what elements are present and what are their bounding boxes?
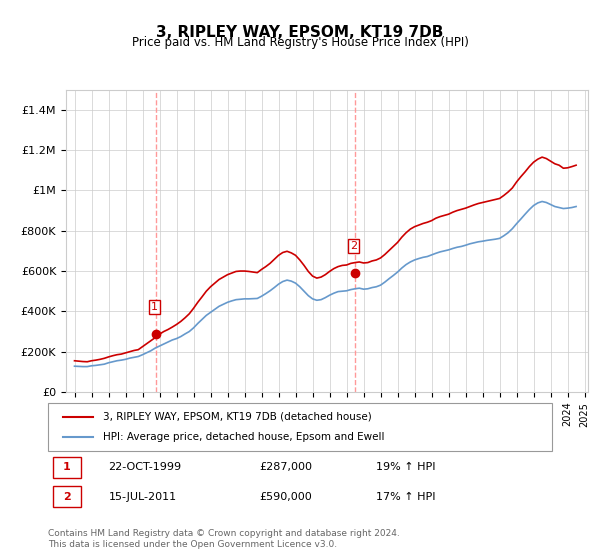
Text: HPI: Average price, detached house, Epsom and Ewell: HPI: Average price, detached house, Epso… [103, 432, 385, 442]
Text: 22-OCT-1999: 22-OCT-1999 [109, 462, 182, 472]
Text: Contains HM Land Registry data © Crown copyright and database right 2024.
This d: Contains HM Land Registry data © Crown c… [48, 529, 400, 549]
Text: 3, RIPLEY WAY, EPSOM, KT19 7DB (detached house): 3, RIPLEY WAY, EPSOM, KT19 7DB (detached… [103, 412, 372, 422]
FancyBboxPatch shape [53, 486, 81, 507]
Text: Price paid vs. HM Land Registry's House Price Index (HPI): Price paid vs. HM Land Registry's House … [131, 36, 469, 49]
Text: £590,000: £590,000 [260, 492, 313, 502]
Text: 2: 2 [63, 492, 71, 502]
FancyBboxPatch shape [48, 403, 552, 451]
FancyBboxPatch shape [53, 457, 81, 478]
Text: 2: 2 [350, 241, 357, 251]
Text: 19% ↑ HPI: 19% ↑ HPI [376, 462, 435, 472]
Text: 3, RIPLEY WAY, EPSOM, KT19 7DB: 3, RIPLEY WAY, EPSOM, KT19 7DB [157, 25, 443, 40]
Text: 1: 1 [151, 302, 158, 312]
Text: 17% ↑ HPI: 17% ↑ HPI [376, 492, 435, 502]
Text: 1: 1 [63, 462, 71, 472]
Text: £287,000: £287,000 [260, 462, 313, 472]
Text: 15-JUL-2011: 15-JUL-2011 [109, 492, 176, 502]
